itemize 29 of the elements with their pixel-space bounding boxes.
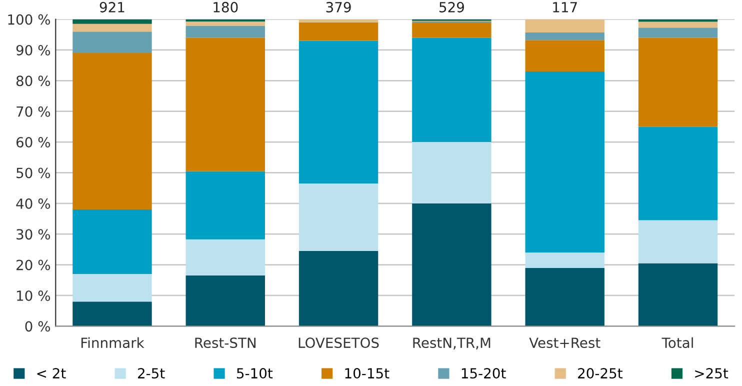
annotation: 379 (326, 2, 351, 12)
y-tick-label: 70 % (16, 106, 50, 117)
legend-label: 10-15t (345, 368, 390, 379)
x-tick-label: Total (662, 337, 693, 348)
y-tick-label: 40 % (16, 198, 50, 209)
y-tick-label: 10 % (17, 290, 50, 301)
legend-label: 2-5t (138, 368, 165, 379)
x-tick-label: Vest+Rest (529, 338, 600, 348)
y-tick-label: 100 % (8, 14, 50, 25)
x-tick-label: LOVESETOS (298, 338, 379, 348)
y-tick-label: 20 % (16, 260, 50, 270)
y-tick-label: 90 % (16, 44, 50, 56)
x-tick-label: RestN,TR,M (413, 338, 490, 350)
y-tick-label: 30 % (16, 229, 50, 240)
y-tick-label: 80 % (16, 76, 50, 86)
legend-label: 5-10t (237, 368, 273, 379)
x-tick-label: Finnmark (81, 337, 144, 348)
legend-label: < 2t (37, 368, 66, 378)
y-tick-label: 60 % (16, 137, 50, 148)
legend-label: >25t (695, 368, 728, 379)
annotation: 529 (440, 2, 464, 12)
annotation: 180 (214, 2, 238, 12)
annotation: 117 (553, 2, 577, 12)
legend-label: 15-20t (462, 368, 506, 379)
annotation: 921 (100, 2, 124, 12)
y-tick-label: 0 % (25, 321, 50, 332)
x-tick-label: Rest-STN (195, 338, 256, 348)
y-tick-label: 50 % (16, 168, 50, 178)
legend-label: 20-25t (578, 368, 622, 379)
